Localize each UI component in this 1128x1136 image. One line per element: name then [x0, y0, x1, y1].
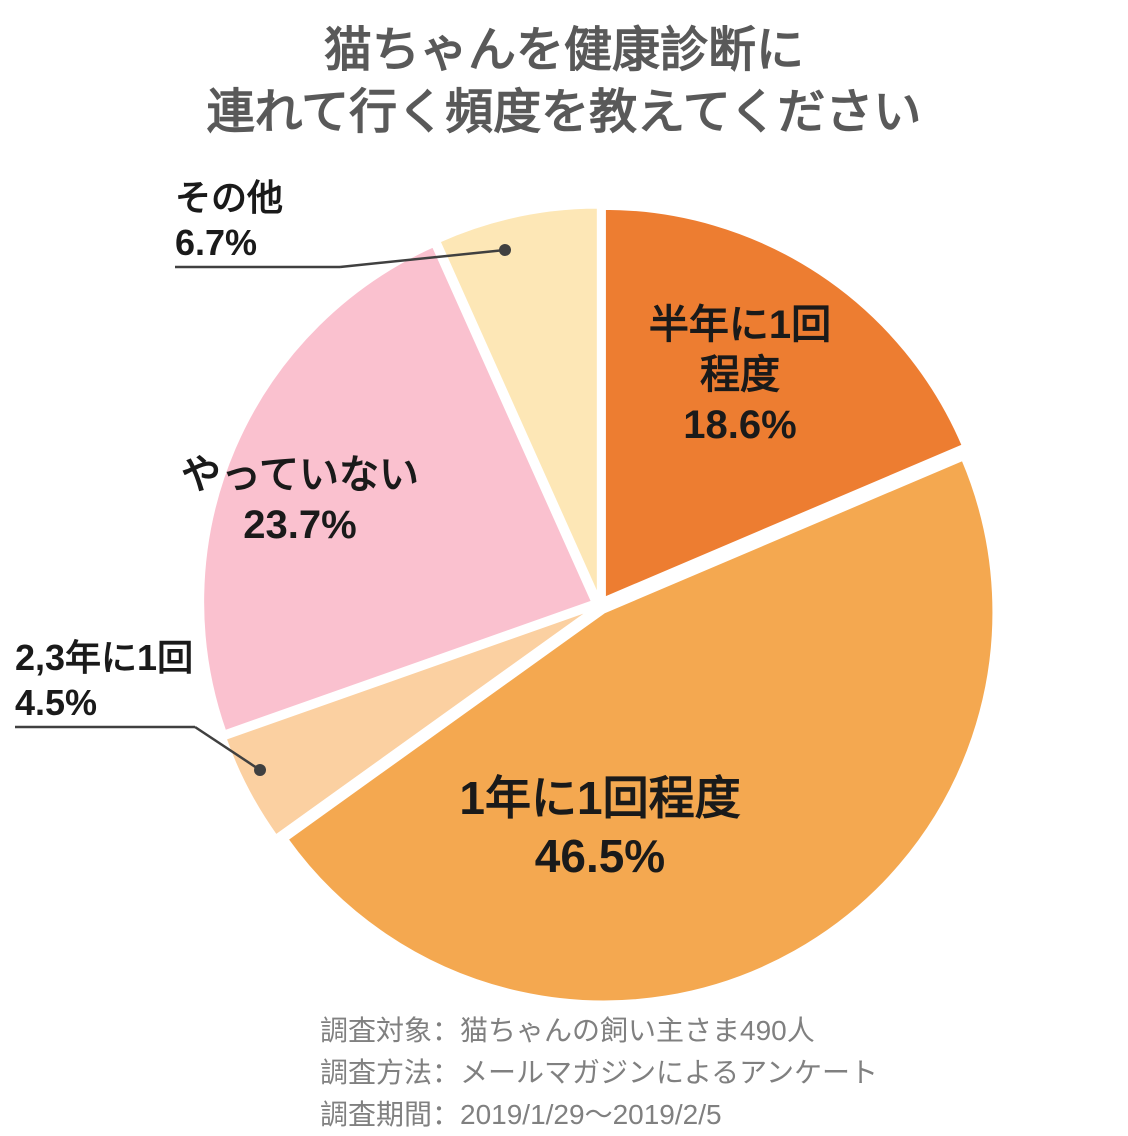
footer-line: 調査期間：2019/1/29～2019/2/5: [320, 1094, 878, 1136]
pie-svg: [0, 0, 1128, 1126]
slice-label-pct: 23.7%: [243, 503, 356, 547]
slice-label-pct: 6.7%: [175, 222, 257, 263]
slice-label-text: その他: [175, 177, 283, 218]
slice-label-text2: 程度: [700, 353, 780, 397]
chart-footer: 調査対象：猫ちゃんの飼い主さま490人調査方法：メールマガジンによるアンケート調…: [320, 1010, 878, 1136]
slice-label-text: 2,3年に1回: [15, 637, 193, 678]
leader-dot-icon: [499, 244, 511, 256]
pie-chart: 猫ちゃんを健康診断に 連れて行く頻度を教えてください 半年に1回程度18.6%1…: [0, 0, 1128, 1126]
slice-label-internal: 1年に1回程度 46.5%: [459, 770, 740, 885]
slice-label-external: その他6.7%: [175, 175, 283, 265]
slice-label-text: 半年に1回: [649, 303, 831, 347]
slice-label-internal: やっていない 23.7%: [181, 450, 419, 550]
leader-dot-icon: [254, 764, 266, 776]
footer-line: 調査方法：メールマガジンによるアンケート: [320, 1052, 878, 1094]
slice-label-internal: 半年に1回程度 18.6%: [649, 300, 831, 450]
slice-label-pct: 4.5%: [15, 682, 97, 723]
footer-line: 調査対象：猫ちゃんの飼い主さま490人: [320, 1010, 878, 1052]
slice-label-pct: 18.6%: [683, 403, 796, 447]
slice-label-text: 1年に1回程度: [459, 772, 740, 824]
slice-label-text: やっていない: [181, 453, 419, 497]
slice-label-pct: 46.5%: [535, 830, 665, 882]
slice-label-external: 2,3年に1回4.5%: [15, 635, 193, 725]
